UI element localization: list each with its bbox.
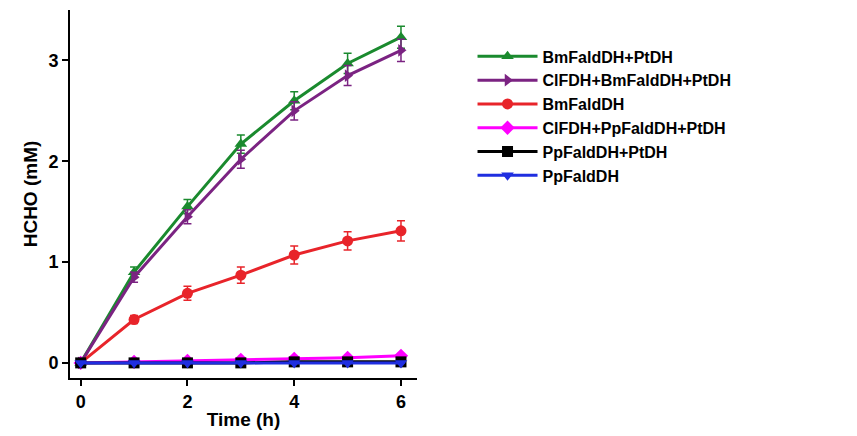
svg-text:2: 2 [48,152,58,172]
svg-text:HCHO (mM): HCHO (mM) [20,141,41,248]
svg-text:PpFaldDH: PpFaldDH [543,168,619,185]
svg-text:Time (h): Time (h) [207,409,281,430]
svg-text:BmFaldDH: BmFaldDH [543,96,625,113]
svg-text:3: 3 [48,51,58,71]
svg-text:ClFDH+PpFaldDH+PtDH: ClFDH+PpFaldDH+PtDH [543,120,726,137]
svg-text:4: 4 [289,392,299,412]
svg-text:PpFaldDH+PtDH: PpFaldDH+PtDH [543,144,668,161]
svg-text:1: 1 [48,252,58,272]
svg-text:0: 0 [48,353,58,373]
svg-text:2: 2 [182,392,192,412]
svg-text:6: 6 [396,392,406,412]
svg-text:0: 0 [76,392,86,412]
svg-text:ClFDH+BmFaldDH+PtDH: ClFDH+BmFaldDH+PtDH [543,72,731,89]
svg-text:BmFaldDH+PtDH: BmFaldDH+PtDH [543,49,673,66]
